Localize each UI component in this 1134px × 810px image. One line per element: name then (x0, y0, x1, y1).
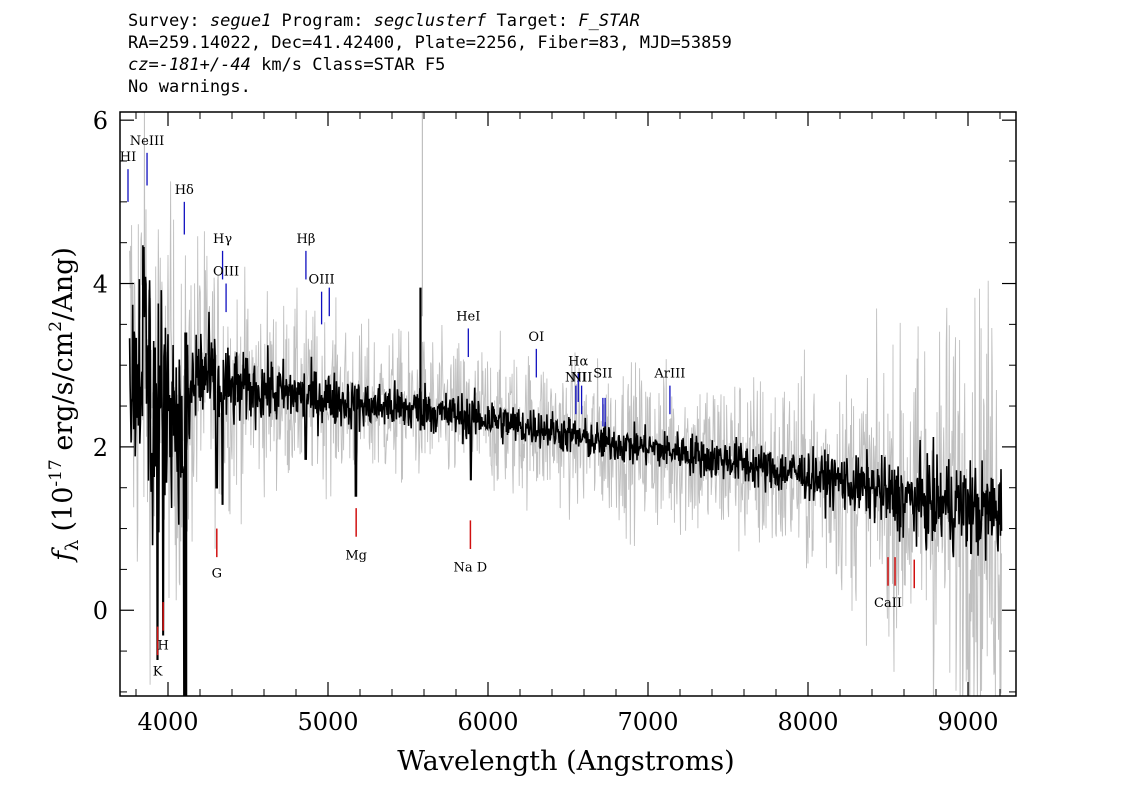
flux-curve (128, 245, 1003, 696)
absorption-line-label: K (153, 664, 163, 679)
spectrum-header: Survey: segue1 Program: segclusterf Targ… (128, 10, 732, 98)
absorption-line-label: Mg (345, 548, 367, 563)
x-tick-label: 7000 (617, 708, 678, 736)
svg-text:fλ(10-17 erg/s/cm2/Ang): fλ(10-17 erg/s/cm2/Ang) (46, 247, 83, 563)
emission-line-label: NeIII (130, 134, 164, 149)
header-line-redshift: cz=-181+/-44 km/s Class=STAR F5 (128, 55, 446, 75)
flux-spectrum (128, 245, 1003, 696)
x-tick-label: 5000 (297, 708, 358, 736)
target-name: F_STAR (578, 11, 640, 31)
y-tick-label: 2 (93, 434, 108, 462)
emission-line-label: NII (565, 371, 587, 386)
x-tick-label: 6000 (457, 708, 518, 736)
absorption-line-label: H (158, 638, 169, 653)
y-axis-title: fλ(10-17 erg/s/cm2/Ang) (46, 247, 83, 563)
absorption-line-label: Na D (454, 561, 488, 576)
emission-line-label: HeI (456, 309, 480, 324)
header-line-coordinates: RA=259.14022, Dec=41.42400, Plate=2256, … (128, 33, 732, 53)
y-tick-label: 0 (93, 597, 108, 625)
survey-name: segue1 (209, 11, 272, 31)
cz-value: -181+/-44 (158, 55, 251, 75)
emission-line-label: NII (571, 371, 593, 386)
program-name: segclusterf (373, 11, 487, 31)
emission-line-label: SII (593, 367, 612, 382)
x-tick-label: 4000 (137, 708, 198, 736)
x-axis-title: Wavelength (Angstroms) (397, 746, 734, 777)
axis-ticks: 4000 5000 6000 7000 8000 9000 0 2 4 6 (93, 107, 1016, 736)
y-tick-label: 4 (93, 271, 108, 299)
absorption-line-label: G (212, 566, 222, 581)
emission-line-label: ArIII (653, 367, 685, 382)
x-tick-label: 8000 (777, 708, 838, 736)
absorption-line-label: CaII (874, 596, 902, 611)
y-tick-label: 6 (93, 107, 108, 135)
emission-line-label: Hα (568, 354, 588, 369)
header-line-warnings: No warnings. (128, 77, 251, 97)
emission-line-label: Hδ (175, 183, 194, 198)
emission-line-label: OIII (309, 273, 335, 288)
emission-line-label: Hβ (296, 232, 315, 247)
emission-line-label: OI (528, 330, 544, 345)
x-tick-label: 9000 (937, 708, 998, 736)
header-line-survey: Survey: segue1 Program: segclusterf Targ… (128, 11, 640, 31)
emission-line-label: HI (120, 150, 136, 165)
emission-line-label: Hγ (213, 232, 232, 247)
emission-line-label: OIII (213, 264, 239, 279)
plot-frame (119, 111, 1017, 697)
